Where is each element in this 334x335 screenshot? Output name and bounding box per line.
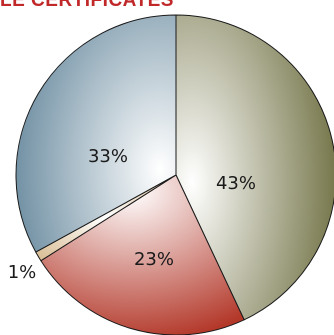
slice-label-23: 23% bbox=[134, 249, 174, 270]
pie-slice-23 bbox=[40, 174, 245, 335]
slice-label-43: 43% bbox=[216, 173, 256, 194]
chart-title: LE CERTIFICATES bbox=[0, 0, 174, 11]
pie-slice-43 bbox=[175, 14, 334, 321]
slice-label-1: 1% bbox=[8, 262, 37, 283]
pie-slice-33 bbox=[15, 14, 177, 253]
slice-label-33: 33% bbox=[88, 146, 128, 167]
